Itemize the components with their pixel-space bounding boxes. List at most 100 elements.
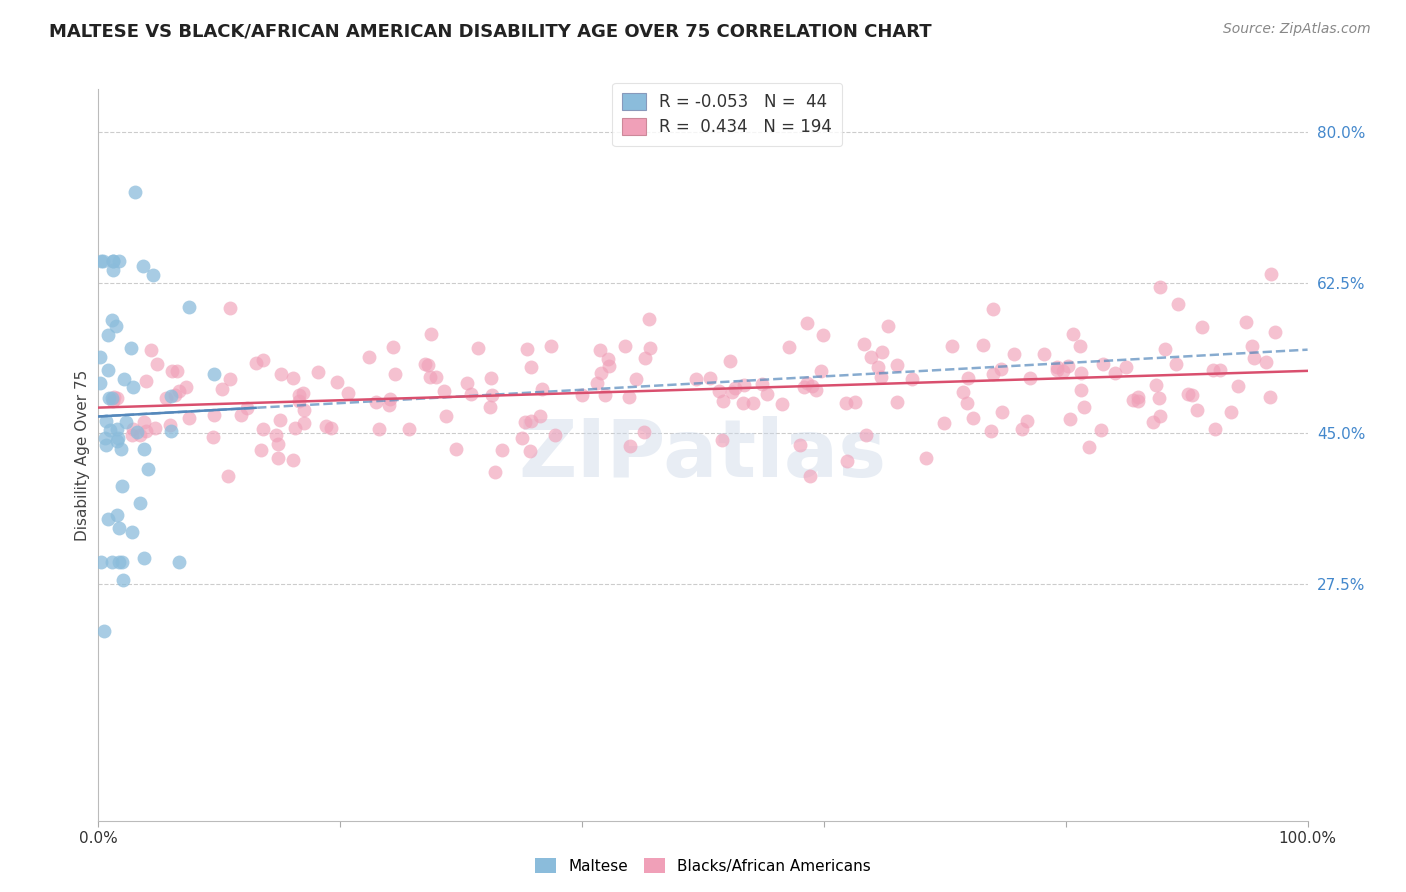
Point	[981, 368, 1004, 382]
Point	[1011, 422, 1033, 436]
Point	[105, 434, 128, 448]
Point	[520, 414, 543, 428]
Point	[100, 556, 122, 570]
Point	[108, 254, 131, 268]
Point	[174, 380, 197, 394]
Point	[366, 394, 388, 409]
Point	[283, 421, 305, 435]
Point	[1062, 327, 1084, 342]
Point	[886, 394, 908, 409]
Point	[544, 428, 567, 442]
Point	[120, 341, 142, 355]
Point	[733, 378, 755, 392]
Point	[111, 479, 134, 493]
Point	[721, 384, 744, 399]
Point	[245, 356, 267, 370]
Point	[1241, 339, 1264, 353]
Point	[1191, 320, 1213, 334]
Point	[456, 376, 478, 390]
Point	[269, 413, 291, 427]
Point	[1056, 359, 1078, 374]
Point	[326, 375, 349, 389]
Point	[94, 431, 117, 445]
Point	[1142, 415, 1164, 429]
Point	[267, 437, 290, 451]
Point	[416, 359, 439, 373]
Point	[89, 376, 111, 391]
Point	[101, 392, 124, 406]
Point	[1002, 347, 1025, 361]
Text: MALTESE VS BLACK/AFRICAN AMERICAN DISABILITY AGE OVER 75 CORRELATION CHART: MALTESE VS BLACK/AFRICAN AMERICAN DISABI…	[49, 22, 932, 40]
Point	[1090, 423, 1112, 437]
Point	[101, 394, 124, 409]
Point	[586, 376, 609, 390]
Point	[619, 439, 641, 453]
Point	[281, 371, 304, 385]
Point	[800, 379, 823, 393]
Point	[101, 263, 124, 277]
Y-axis label: Disability Age Over 75: Disability Age Over 75	[75, 369, 90, 541]
Point	[110, 442, 132, 456]
Point	[626, 372, 648, 386]
Point	[135, 374, 157, 388]
Point	[378, 392, 401, 407]
Point	[211, 382, 233, 396]
Point	[217, 469, 239, 483]
Point	[384, 367, 406, 381]
Point	[460, 386, 482, 401]
Point	[789, 438, 811, 452]
Point	[796, 376, 818, 391]
Point	[1149, 409, 1171, 424]
Point	[89, 350, 111, 364]
Point	[731, 396, 754, 410]
Point	[1226, 378, 1249, 392]
Point	[972, 338, 994, 352]
Point	[591, 366, 613, 380]
Point	[169, 556, 191, 570]
Point	[1059, 412, 1081, 426]
Point	[796, 316, 818, 330]
Point	[799, 469, 821, 483]
Legend: Maltese, Blacks/African Americans: Maltese, Blacks/African Americans	[529, 852, 877, 880]
Point	[1046, 363, 1069, 377]
Point	[288, 394, 311, 409]
Point	[1258, 390, 1281, 404]
Point	[202, 408, 225, 422]
Point	[91, 254, 114, 268]
Point	[1167, 297, 1189, 311]
Point	[770, 397, 793, 411]
Point	[634, 351, 657, 365]
Point	[264, 428, 287, 442]
Point	[124, 186, 146, 200]
Point	[142, 268, 165, 282]
Point	[640, 342, 662, 356]
Point	[617, 391, 640, 405]
Point	[990, 405, 1012, 419]
Point	[638, 311, 661, 326]
Point	[121, 422, 143, 436]
Text: ZIPatlas: ZIPatlas	[519, 416, 887, 494]
Point	[382, 340, 405, 354]
Point	[201, 429, 224, 443]
Point	[112, 372, 135, 386]
Point	[1185, 403, 1208, 417]
Point	[307, 365, 329, 379]
Point	[1181, 388, 1204, 402]
Point	[515, 415, 537, 429]
Point	[952, 385, 974, 400]
Point	[229, 409, 252, 423]
Point	[1104, 366, 1126, 380]
Point	[633, 425, 655, 439]
Point	[108, 556, 131, 570]
Point	[336, 385, 359, 400]
Point	[159, 417, 181, 432]
Point	[146, 357, 169, 371]
Point	[956, 396, 979, 410]
Point	[378, 398, 401, 412]
Point	[1202, 363, 1225, 377]
Point	[105, 391, 128, 405]
Point	[1219, 405, 1241, 419]
Point	[804, 384, 827, 398]
Point	[707, 384, 730, 398]
Point	[778, 340, 800, 354]
